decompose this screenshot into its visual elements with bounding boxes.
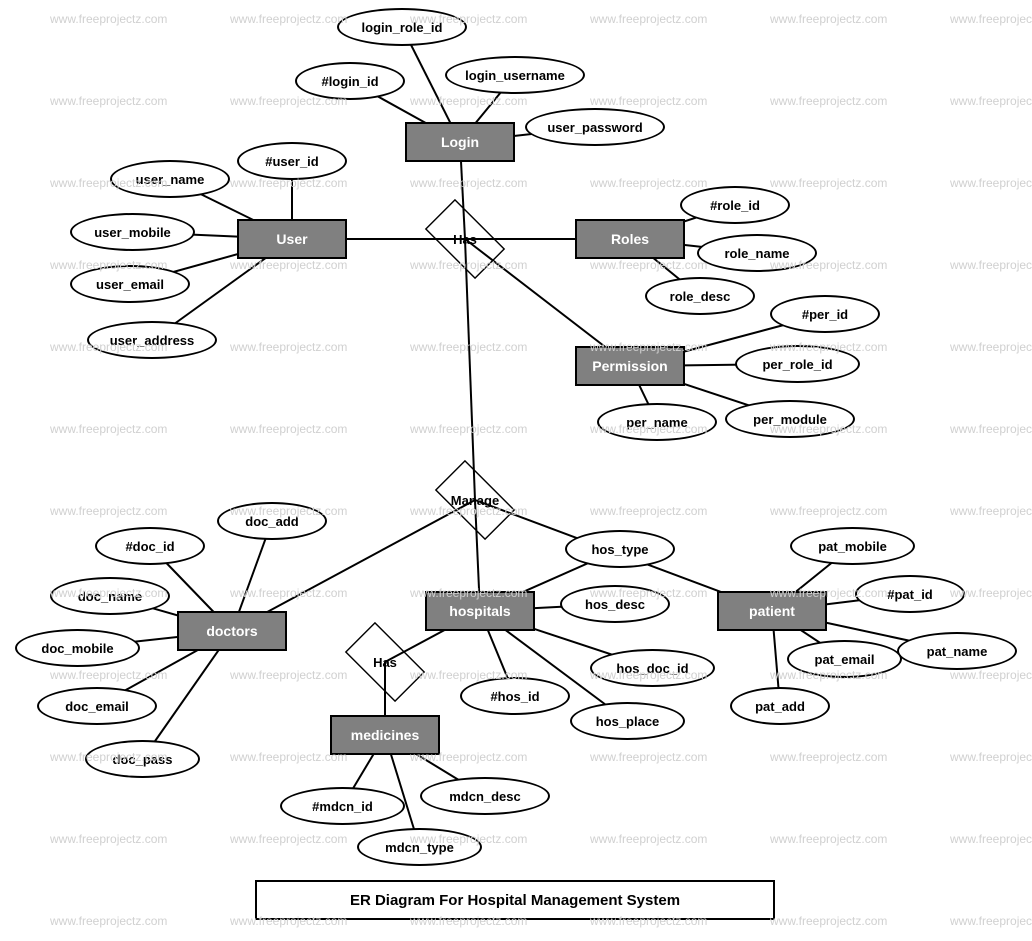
attribute-pat_mobile: pat_mobile (790, 527, 915, 565)
attribute-hos_desc: hos_desc (560, 585, 670, 623)
title-box: ER Diagram For Hospital Management Syste… (255, 880, 775, 920)
attribute-per_module: per_module (725, 400, 855, 438)
attribute-role_id: #role_id (680, 186, 790, 224)
entity-user: User (237, 219, 347, 259)
attribute-login_role_id: login_role_id (337, 8, 467, 46)
attribute-role_desc: role_desc (645, 277, 755, 315)
attribute-user_password: user_password (525, 108, 665, 146)
attribute-doc_email: doc_email (37, 687, 157, 725)
attribute-doc_id: #doc_id (95, 527, 205, 565)
attribute-hos_id: #hos_id (460, 677, 570, 715)
attribute-doc_mobile: doc_mobile (15, 629, 140, 667)
attribute-user_name: user_name (110, 160, 230, 198)
attribute-pat_add: pat_add (730, 687, 830, 725)
entity-medicines: medicines (330, 715, 440, 755)
attribute-user_email: user_email (70, 265, 190, 303)
attribute-login_username: login_username (445, 56, 585, 94)
attribute-doc_add: doc_add (217, 502, 327, 540)
relationship-has2: Has (335, 632, 435, 692)
entity-roles: Roles (575, 219, 685, 259)
entity-patient: patient (717, 591, 827, 631)
relationship-manage: Manage (425, 470, 525, 530)
attribute-mdcn_id: #mdcn_id (280, 787, 405, 825)
attribute-per_id: #per_id (770, 295, 880, 333)
entity-hospitals: hospitals (425, 591, 535, 631)
attribute-user_id: #user_id (237, 142, 347, 180)
entity-login: Login (405, 122, 515, 162)
attribute-user_address: user_address (87, 321, 217, 359)
title-text: ER Diagram For Hospital Management Syste… (350, 892, 680, 909)
relationship-has1: Has (415, 209, 515, 269)
attribute-mdcn_type: mdcn_type (357, 828, 482, 866)
attribute-pat_email: pat_email (787, 640, 902, 678)
attribute-per_name: per_name (597, 403, 717, 441)
attribute-user_mobile: user_mobile (70, 213, 195, 251)
attribute-hos_place: hos_place (570, 702, 685, 740)
attribute-login_id: #login_id (295, 62, 405, 100)
attribute-pat_name: pat_name (897, 632, 1017, 670)
attribute-doc_name: doc_name (50, 577, 170, 615)
attribute-hos_type: hos_type (565, 530, 675, 568)
entity-doctors: doctors (177, 611, 287, 651)
attribute-per_role_id: per_role_id (735, 345, 860, 383)
attribute-mdcn_desc: mdcn_desc (420, 777, 550, 815)
attribute-pat_id: #pat_id (855, 575, 965, 613)
attribute-hos_doc_id: hos_doc_id (590, 649, 715, 687)
attribute-doc_pass: doc_pass (85, 740, 200, 778)
edge (465, 239, 475, 500)
entity-permission: Permission (575, 346, 685, 386)
attribute-role_name: role_name (697, 234, 817, 272)
